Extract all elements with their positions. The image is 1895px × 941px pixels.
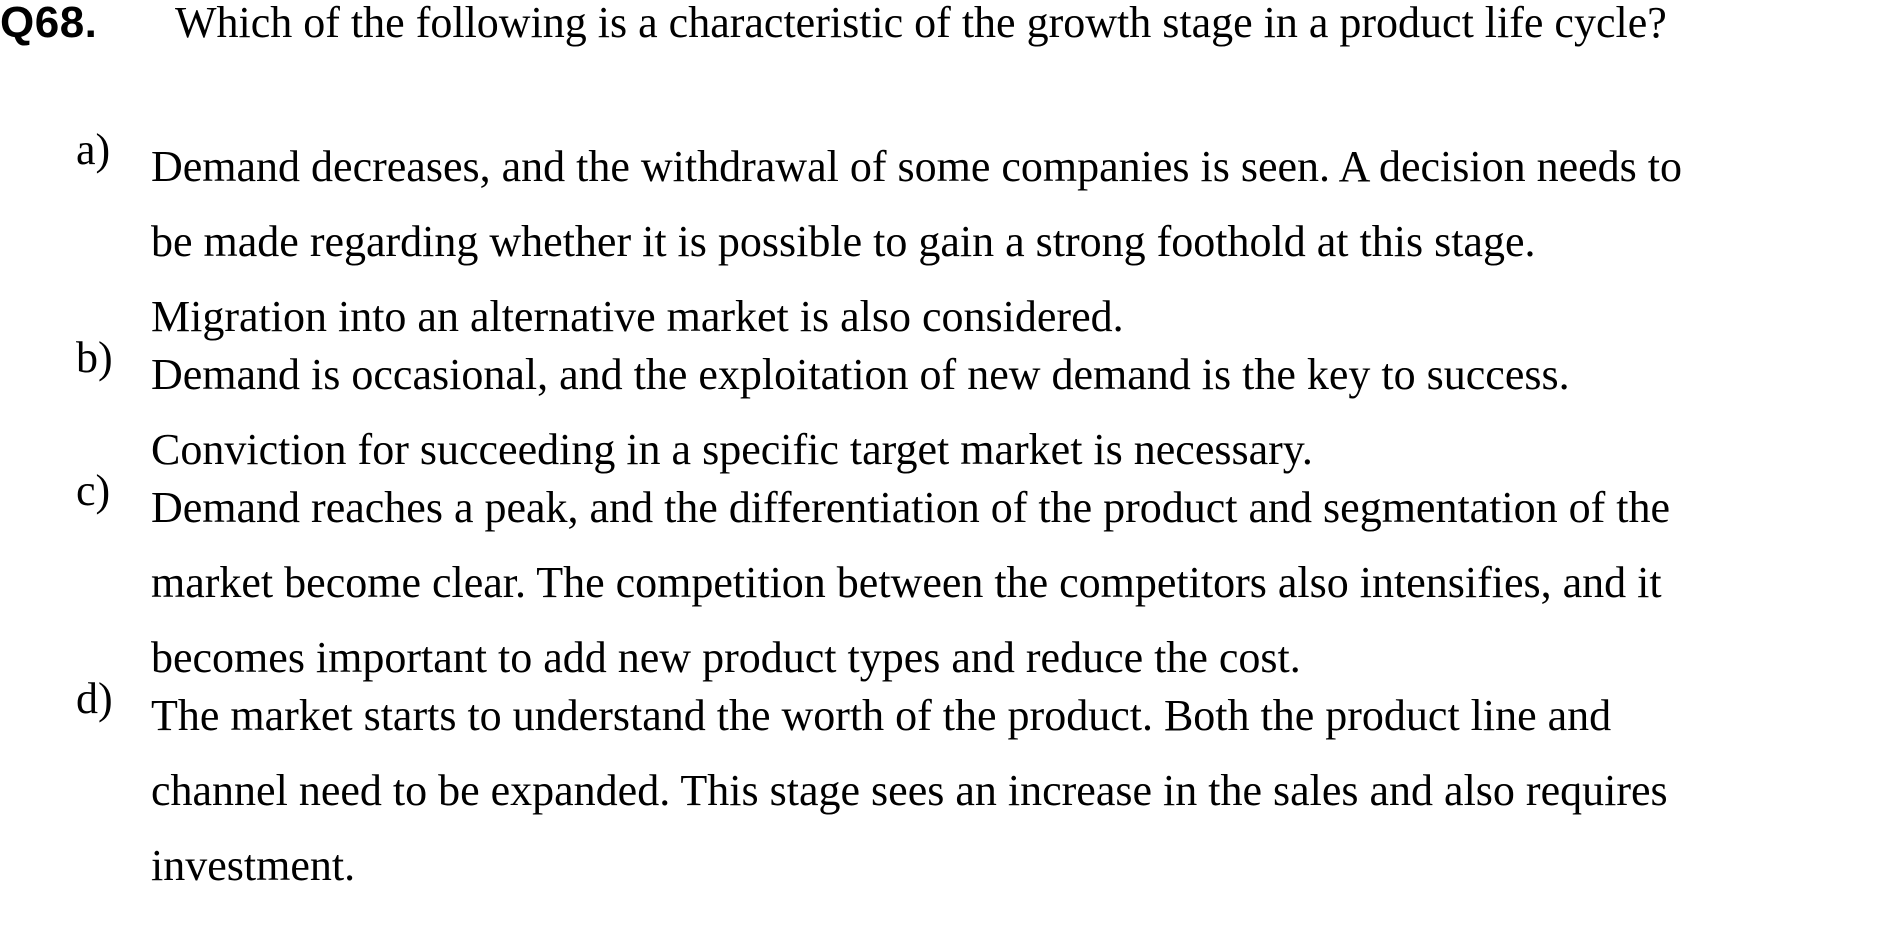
option-a-line-1: Demand decreases, and the withdrawal of …	[151, 142, 1682, 191]
question-text: Which of the following is a characterist…	[175, 0, 1667, 47]
option-d-line-2: channel need to be expanded. This stage …	[151, 766, 1668, 815]
option-b-line-2: Conviction for succeeding in a specific …	[151, 425, 1313, 474]
question-number: Q68.	[0, 0, 98, 47]
option-a-line-3: Migration into an alternative market is …	[151, 292, 1124, 341]
question-header: Q68. Which of the following is a charact…	[0, 0, 1895, 50]
option-c-line-3: becomes important to add new product typ…	[151, 633, 1301, 682]
option-a-text: Demand decreases, and the withdrawal of …	[151, 129, 1895, 354]
option-b: b) Demand is occasional, and the exploit…	[0, 333, 1895, 487]
option-c-line-1: Demand reaches a peak, and the different…	[151, 483, 1671, 532]
option-c-text: Demand reaches a peak, and the different…	[151, 470, 1895, 695]
option-d-line-1: The market starts to understand the wort…	[151, 691, 1612, 740]
option-d-text: The market starts to understand the wort…	[151, 678, 1895, 903]
option-c: c) Demand reaches a peak, and the differ…	[0, 466, 1895, 695]
option-d: d) The market starts to understand the w…	[0, 674, 1895, 903]
answer-options: a) Demand decreases, and the withdrawal …	[0, 125, 1895, 903]
option-b-text: Demand is occasional, and the exploitati…	[151, 337, 1895, 487]
option-a: a) Demand decreases, and the withdrawal …	[0, 125, 1895, 354]
option-a-letter: a)	[76, 125, 111, 174]
option-d-letter: d)	[76, 674, 113, 723]
option-b-line-1: Demand is occasional, and the exploitati…	[151, 350, 1570, 399]
option-c-letter: c)	[76, 466, 111, 515]
option-a-line-2: be made regarding whether it is possible…	[151, 217, 1536, 266]
option-c-line-2: market become clear. The competition bet…	[151, 558, 1662, 607]
option-d-line-3: investment.	[151, 841, 356, 890]
option-b-letter: b)	[76, 333, 113, 382]
